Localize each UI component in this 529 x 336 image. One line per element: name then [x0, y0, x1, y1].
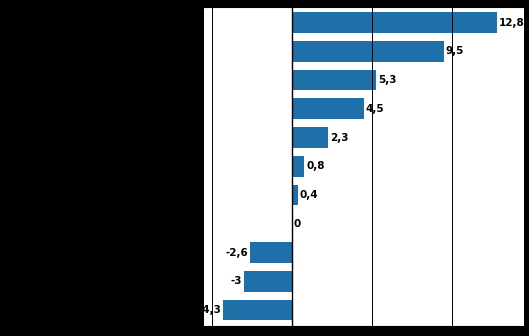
Text: 9,5: 9,5 [445, 46, 464, 56]
Bar [291, 156, 305, 177]
Bar [291, 70, 377, 90]
Text: 0,8: 0,8 [306, 161, 325, 171]
Text: 5,3: 5,3 [378, 75, 397, 85]
Text: -3: -3 [230, 276, 242, 286]
Text: 12,8: 12,8 [498, 17, 524, 28]
Bar [250, 242, 291, 263]
Text: -2,6: -2,6 [225, 248, 248, 258]
Bar [244, 271, 291, 292]
Bar [291, 127, 329, 148]
Text: 2,3: 2,3 [331, 133, 349, 142]
Text: -4,3: -4,3 [198, 305, 221, 315]
Bar [291, 185, 298, 205]
Bar [223, 300, 291, 321]
Text: 0: 0 [294, 219, 301, 229]
Text: 4,5: 4,5 [366, 104, 384, 114]
Bar [291, 98, 364, 119]
Text: 0,4: 0,4 [300, 190, 318, 200]
Bar [291, 12, 497, 33]
Bar [291, 41, 444, 61]
